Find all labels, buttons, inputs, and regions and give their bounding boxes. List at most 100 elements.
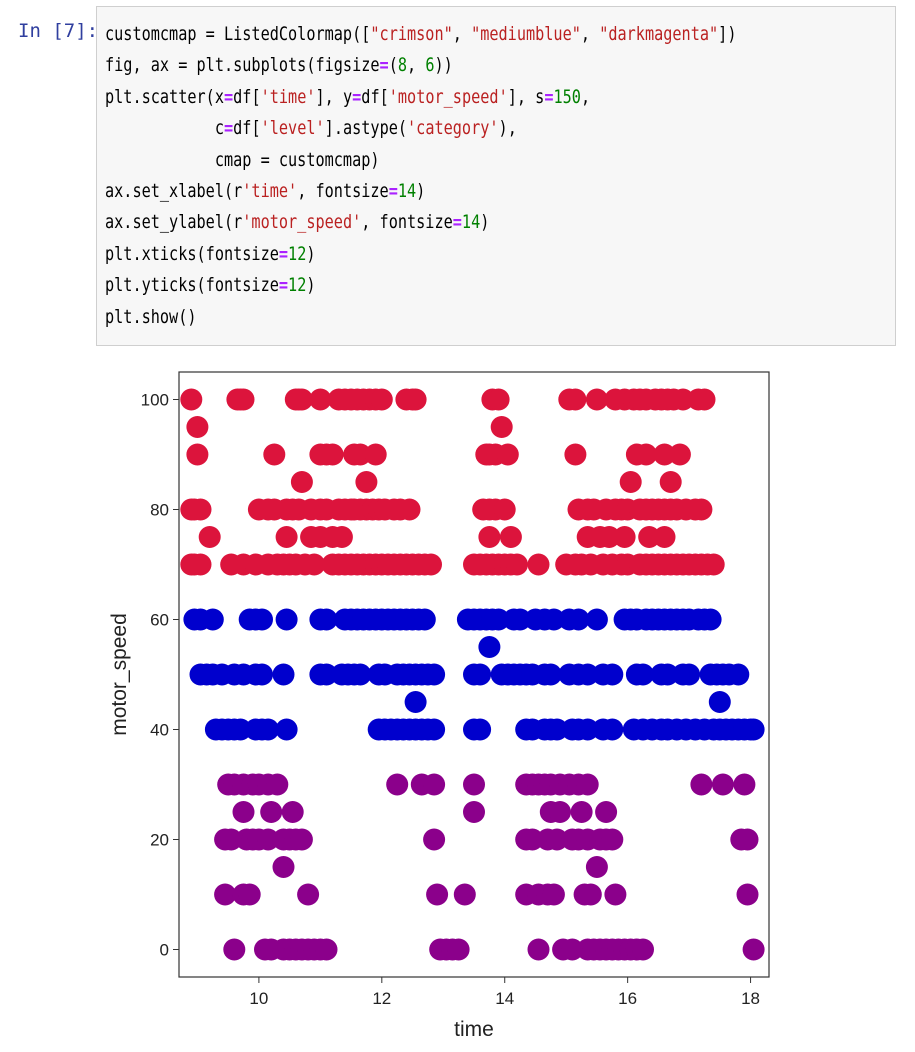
scatter-point-mediumblue xyxy=(349,663,372,686)
code-token: = xyxy=(223,85,234,108)
code-line[interactable]: ax.set_xlabel(r'time', fontsize=14) xyxy=(105,180,425,202)
scatter-point-crimson xyxy=(496,443,519,466)
code-token: , xyxy=(580,23,600,45)
scatter-point-mediumblue xyxy=(251,663,273,686)
scatter-point-crimson xyxy=(198,526,221,548)
scatter-point-darkmagenta xyxy=(585,856,608,878)
scatter-point-mediumblue xyxy=(229,718,252,741)
code-line[interactable]: cmap = customcmap) xyxy=(105,149,380,171)
scatter-point-darkmagenta xyxy=(260,801,283,823)
scatter-point-darkmagenta xyxy=(711,773,734,796)
scatter-point-crimson xyxy=(487,388,510,411)
scatter-point-crimson xyxy=(189,498,212,521)
scatter-point-crimson xyxy=(355,471,378,493)
scatter-point-darkmagenta xyxy=(576,773,599,796)
code-token: df[ xyxy=(233,117,261,140)
code-editor[interactable]: customcmap = ListedColormap(["crimson" , … xyxy=(96,6,896,346)
scatter-point-darkmagenta xyxy=(549,801,571,823)
y-tick-label: 100 xyxy=(141,391,169,410)
scatter-point-darkmagenta xyxy=(386,773,409,796)
scatter-point-crimson xyxy=(275,526,298,548)
scatter-point-darkmagenta xyxy=(290,828,313,851)
code-token: ax.set_xlabel(r xyxy=(105,180,243,203)
code-line[interactable]: customcmap = ListedColormap(["crimson", … xyxy=(105,23,736,45)
scatter-point-darkmagenta xyxy=(690,773,713,796)
code-token: plt.yticks(fontsize xyxy=(105,274,279,297)
code-token: ) xyxy=(306,242,316,265)
scatter-point-darkmagenta xyxy=(426,883,449,906)
code-line[interactable]: plt.xticks(fontsize=12) xyxy=(105,243,316,265)
scatter-point-crimson xyxy=(309,388,332,411)
scatter-point-crimson xyxy=(564,443,587,466)
code-token: ) xyxy=(480,211,490,234)
scatter-point-crimson xyxy=(398,498,421,521)
code-token: ], y xyxy=(315,85,353,108)
code-token: = xyxy=(278,242,289,265)
y-tick-label: 80 xyxy=(150,501,169,520)
x-axis-label: time xyxy=(454,1018,494,1041)
scatter-point-darkmagenta xyxy=(315,938,338,961)
code-line[interactable]: plt.yticks(fontsize=12) xyxy=(105,274,316,296)
code-token: 'level' xyxy=(260,117,325,140)
x-tick-label: 18 xyxy=(741,989,760,1008)
scatter-point-mediumblue xyxy=(708,691,731,713)
scatter-point-darkmagenta xyxy=(223,938,246,961)
code-token: plt.show() xyxy=(105,305,197,328)
scatter-point-crimson xyxy=(330,526,353,548)
x-tick-label: 14 xyxy=(495,989,514,1008)
y-axis-label: motor_speed xyxy=(108,613,131,736)
scatter-point-darkmagenta xyxy=(632,938,654,961)
scatter-point-darkmagenta xyxy=(463,773,485,796)
scatter-point-darkmagenta xyxy=(272,856,295,878)
code-token: df[ xyxy=(233,85,261,108)
scatter-point-mediumblue xyxy=(567,608,590,631)
scatter-point-mediumblue xyxy=(539,663,562,686)
scatter-point-crimson xyxy=(598,526,621,548)
scatter-point-mediumblue xyxy=(272,663,295,686)
code-token: ), xyxy=(498,117,517,140)
code-token: "crimson" xyxy=(370,23,453,45)
code-token: cmap = customcmap) xyxy=(105,148,380,171)
scatter-point-mediumblue xyxy=(601,663,624,686)
scatter-point-crimson xyxy=(653,443,676,466)
code-token: "darkmagenta" xyxy=(599,23,719,45)
y-tick-label: 40 xyxy=(150,721,169,740)
scatter-point-mediumblue xyxy=(423,663,446,686)
scatter-point-mediumblue xyxy=(251,608,273,631)
code-token: 'time' xyxy=(242,180,298,203)
scatter-point-mediumblue xyxy=(576,663,599,686)
code-token: 8 xyxy=(397,54,408,77)
code-token: fig, ax = plt.subplots(figsize xyxy=(105,54,380,77)
code-text[interactable]: customcmap = ListedColormap(["crimson" , … xyxy=(105,19,736,333)
x-tick-label: 10 xyxy=(249,989,268,1008)
code-token: = xyxy=(452,211,462,234)
scatter-point-darkmagenta xyxy=(604,883,627,906)
code-line[interactable]: plt.show() xyxy=(105,306,197,328)
scatter-point-darkmagenta xyxy=(546,828,568,851)
code-token: 12 xyxy=(288,242,307,265)
scatter-point-darkmagenta xyxy=(232,801,255,823)
code-line[interactable]: plt.scatter(x=df['time'], y=df['motor_sp… xyxy=(105,86,590,108)
scatter-point-crimson xyxy=(638,526,661,548)
scatter-point-darkmagenta xyxy=(214,883,237,906)
scatter-point-darkmagenta xyxy=(220,828,243,851)
x-axis: 10 12 14 16 18 xyxy=(249,977,760,1008)
code-token: 150 xyxy=(553,85,581,108)
code-line[interactable]: c=df['level'].astype('category'), xyxy=(105,117,517,139)
code-token: 14 xyxy=(397,180,417,203)
scatter-point-darkmagenta xyxy=(736,828,759,851)
code-line[interactable]: ax.set_ylabel(r'motor_speed', fontsize=1… xyxy=(105,211,489,233)
code-token: "mediumblue" xyxy=(471,23,581,45)
scatter-point-mediumblue xyxy=(275,608,298,631)
scatter-point-crimson xyxy=(527,553,550,576)
scatter-point-crimson xyxy=(189,553,212,576)
scatter-point-crimson xyxy=(478,526,501,548)
code-token: , xyxy=(580,85,591,108)
code-token: plt.xticks(fontsize xyxy=(105,242,279,265)
scatter-point-crimson xyxy=(672,388,694,411)
scatter-points xyxy=(180,388,765,961)
scatter-point-mediumblue xyxy=(542,608,565,631)
code-token: c xyxy=(105,117,224,140)
code-line[interactable]: fig, ax = plt.subplots(figsize=(8, 6)) xyxy=(105,54,453,76)
code-token: ) xyxy=(416,180,426,203)
